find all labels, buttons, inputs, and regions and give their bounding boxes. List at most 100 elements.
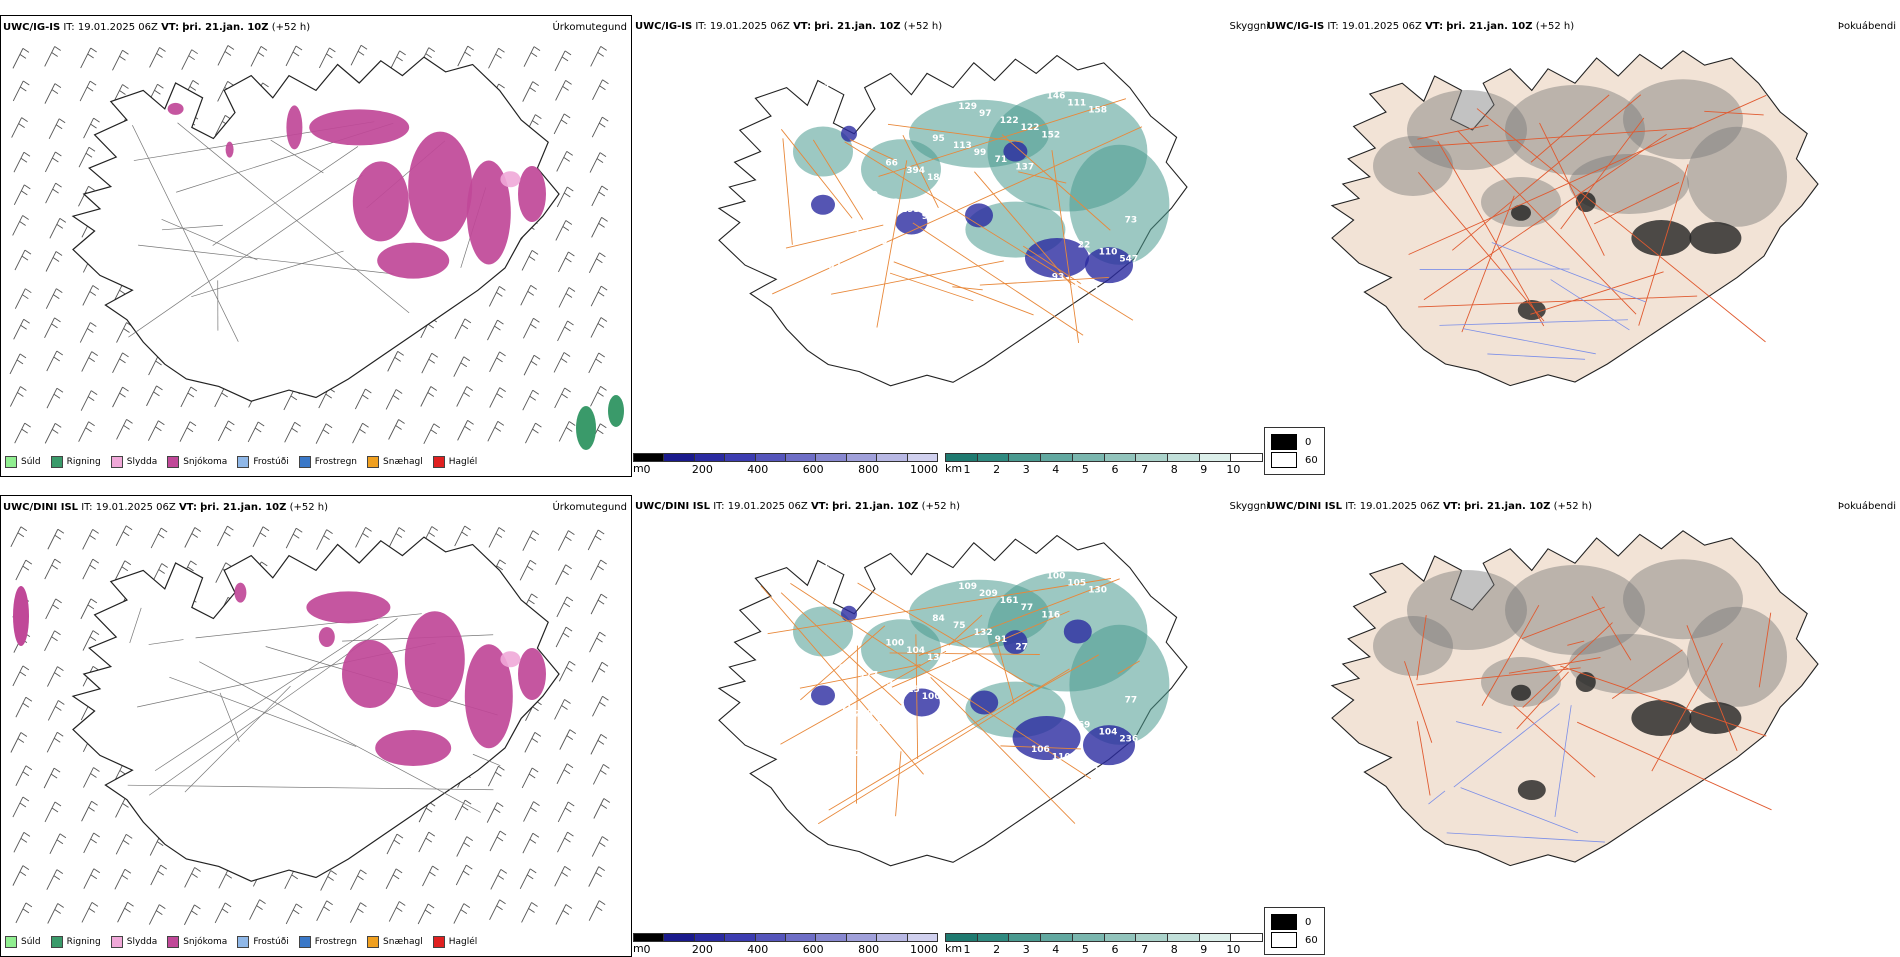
wind-barb [490,831,506,851]
sleet-area [500,651,520,667]
visibility-value-label: 130 [1088,585,1107,595]
legend-swatch [51,456,63,468]
wind-barb [351,870,367,890]
colorbar-swatch [1168,934,1200,941]
legend-label: Snæhagl [383,937,423,947]
wind-barb [45,84,61,104]
visibility-value-label: 137 [1015,162,1034,172]
legend-label: Snæhagl [383,457,423,467]
wind-barb [13,866,29,886]
wind-barb [82,352,98,372]
valid-time-label: VT: [179,502,197,513]
legend-item: Frostúði [237,936,288,948]
colorbar-swatch [946,454,978,461]
wind-barb [520,869,536,889]
legend-swatch [5,456,17,468]
visibility-value-label: 152 [1041,130,1060,140]
colorbar-swatch [1168,454,1200,461]
visibility-value-label: 100 [922,692,941,702]
visibility-value-label: 114 [828,742,847,752]
colorbar-swatch [908,934,937,941]
visibility-value-label: 97 [979,109,992,119]
fog-legend-label: 60 [1305,455,1318,466]
wind-barb [48,700,64,720]
wind-barb [185,867,201,887]
wind-barb [81,48,97,68]
wind-barb [50,834,66,854]
visibility-value-label: 260 [849,269,868,279]
wind-barb [351,45,367,65]
fog-shading [1687,607,1787,707]
wind-barb [16,697,32,717]
wind-barb [592,696,608,716]
wind-barb [11,732,27,752]
panel-header: UWC/DINI ISL IT: 19.01.2025 06Z VT: þri.… [635,501,960,512]
legend-swatch [111,936,123,948]
wind-barb [10,387,26,407]
wind-barb [458,420,474,440]
wind-barb [148,421,164,441]
snowfall-area [226,142,234,158]
init-time: IT: 19.01.2025 06Z [81,502,176,513]
visibility-value-label: 280 [1026,84,1045,94]
visibility-value-label: 209 [979,589,998,599]
wind-barb [555,388,571,408]
valid-time-label: VT: [1425,21,1443,32]
colorbar-tick-label: 5 [1082,463,1089,476]
wind-barb [591,318,607,338]
wind-barb [45,631,61,651]
visibility-value-label: 66 [885,159,898,169]
wind-barb [557,764,573,784]
legend-label: Haglél [449,937,478,947]
wind-barb [523,318,539,338]
wind-barb [286,904,302,924]
panel-title-precip-type: Úrkomutegund [552,22,627,33]
visibility-value-label: 68 [839,664,852,674]
visibility-value-label: 111 [1005,777,1024,787]
visibility-value-label: 137 [969,187,988,197]
wind-barb [80,323,96,343]
wind-barb [115,869,131,889]
wind-barb [593,764,609,784]
wind-barb [13,215,29,235]
fog-index-panel: UWC/IG-IS IT: 19.01.2025 06Z VT: þri. 21… [1265,15,1900,477]
wind-barb [83,768,99,788]
colorbar-tick-label: 600 [803,463,824,476]
wind-barb [118,902,134,922]
fog-legend-label: 0 [1305,917,1311,928]
visibility-value-label: 104 [906,646,925,656]
colorbar-swatch [1231,454,1262,461]
model-name: UWC/IG-IS [3,22,60,33]
colorbar-tick-label: 800 [858,463,879,476]
fog-index-map [1265,495,1900,957]
visibility-value-label: 73 [1125,216,1138,226]
wind-barb [83,529,99,549]
wind-barb [47,870,63,890]
legend-item: Súld [5,936,41,948]
colorbar-swatch [1073,934,1105,941]
wind-barb [456,865,472,885]
visibility-value-label: 248 [854,710,873,720]
legend-label: Frostregn [315,937,357,947]
wind-barb [557,187,573,207]
wind-barb [46,183,62,203]
visibility-value-label: 100 [885,639,904,649]
wind-barb [117,419,133,439]
dense-fog-area [1511,685,1531,701]
panel-title-fog-index: Þokuábendi [1838,21,1896,32]
panel-header: UWC/IG-IS IT: 19.01.2025 06Z VT: þri. 21… [3,22,310,33]
visibility-value-label: 111 [1005,297,1024,307]
wind-barb [47,732,63,752]
colorbar-tick-label: 2 [993,463,1000,476]
visibility-value-label: 128 [880,198,899,208]
wind-barb [44,768,60,788]
colorbar-swatch [1200,934,1232,941]
fog-legend-item: 60 [1271,452,1318,468]
low-visibility-m-area [1064,620,1092,644]
model-name: UWC/DINI ISL [1267,501,1342,512]
fog-legend-item: 0 [1271,914,1318,930]
wind-barb [556,220,572,240]
visibility-value-label: 102 [854,230,873,240]
